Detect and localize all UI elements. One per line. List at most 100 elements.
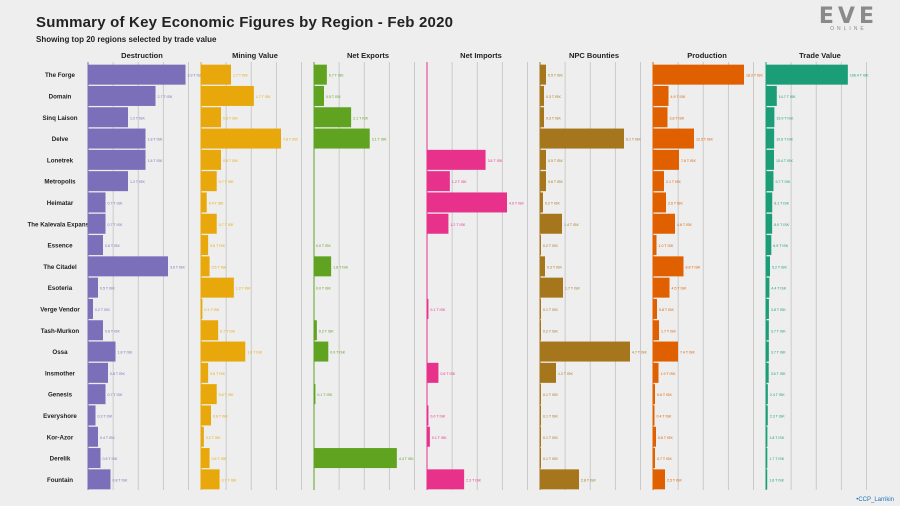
bar-trade-value <box>766 320 769 341</box>
data-label-trade-value: 8.0 T ISK <box>774 223 789 227</box>
data-label-npc-bounties: 2.8 T ISK <box>581 478 596 482</box>
bar-trade-value <box>766 149 774 170</box>
bar-trade-value <box>766 341 769 362</box>
panel-header-net-imports: Net Imports <box>460 51 502 60</box>
bar-npc-bounties <box>540 192 543 213</box>
data-label-trade-value: 6.9 T ISK <box>773 244 788 248</box>
bar-destruction <box>88 149 146 170</box>
data-label-npc-bounties: 0.1 T ISK <box>543 393 558 397</box>
data-label-production: 0.4 T ISK <box>657 414 672 418</box>
data-label-npc-bounties: 0.1 T ISK <box>543 436 558 440</box>
data-label-production: 7.6 T ISK <box>681 159 696 163</box>
bar-production <box>653 128 694 149</box>
data-label-production: 4.6 T ISK <box>677 223 692 227</box>
bar-trade-value <box>766 448 768 469</box>
data-label-mining-value: 0.7 T ISK <box>219 223 234 227</box>
bar-destruction <box>88 341 116 362</box>
bar-destruction <box>88 448 101 469</box>
panel-header-trade-value: Trade Value <box>799 51 841 60</box>
data-label-production: 0.6 T ISK <box>657 393 672 397</box>
data-label-production: 4.5 T ISK <box>672 287 687 291</box>
data-label-destruction: 0.7 T ISK <box>108 393 123 397</box>
data-label-trade-value: 4.4 T ISK <box>771 287 786 291</box>
bar-npc-bounties <box>540 128 624 149</box>
bar-net-exports <box>314 341 329 362</box>
data-label-npc-bounties: 0.3 T ISK <box>547 265 562 269</box>
bar-net-exports <box>314 320 317 341</box>
bar-trade-value <box>766 64 848 85</box>
data-label-production: 3.8 T ISK <box>670 116 685 120</box>
data-label-npc-bounties: 1.2 T ISK <box>558 372 573 376</box>
region-label: Derelik <box>50 456 71 463</box>
data-label-net-exports: 0.0 T ISK <box>316 287 331 291</box>
bar-npc-bounties <box>540 320 541 341</box>
bar-production <box>653 277 670 298</box>
bar-destruction <box>88 107 128 128</box>
region-label: Insmother <box>45 370 76 377</box>
data-label-mining-value: 7.6 T ISK <box>283 138 298 142</box>
data-label-destruction: 0.7 T ISK <box>108 223 123 227</box>
bar-mining-value <box>201 405 211 426</box>
bar-trade-value <box>766 128 775 149</box>
bar-trade-value <box>766 362 769 383</box>
data-label-mining-value: 1.7 T ISK <box>256 95 271 99</box>
data-label-npc-bounties: 1.4 T ISK <box>564 223 579 227</box>
bar-destruction <box>88 171 128 192</box>
bar-net-imports <box>427 213 449 234</box>
bar-destruction <box>88 362 108 383</box>
data-label-destruction: 1.8 T ISK <box>148 138 163 142</box>
data-label-npc-bounties: 6.1 T ISK <box>626 138 641 142</box>
bar-net-exports <box>314 384 316 405</box>
data-label-trade-value: 1.8 T ISK <box>769 436 784 440</box>
bar-mining-value <box>201 256 210 277</box>
data-label-production: 1.7 T ISK <box>661 329 676 333</box>
data-label-mining-value: 1.2 T ISK <box>236 287 251 291</box>
bar-trade-value <box>766 107 775 128</box>
data-label-mining-value: 0.7 T ISK <box>222 478 237 482</box>
data-label-net-imports: 0.1 T ISK <box>430 308 445 312</box>
data-label-production: 4.9 T ISK <box>671 95 686 99</box>
author-credit[interactable]: •CCP_Larrikin <box>856 497 894 503</box>
data-label-net-imports: 4.9 T ISK <box>509 201 524 205</box>
bar-npc-bounties <box>540 171 546 192</box>
bar-net-imports <box>427 192 507 213</box>
bar-mining-value <box>201 298 203 319</box>
region-label: Heimatar <box>47 200 74 207</box>
data-label-net-imports: 2.3 T ISK <box>466 478 481 482</box>
data-label-destruction: 3.9 T ISK <box>188 74 203 78</box>
bar-production <box>653 426 656 447</box>
panel-header-mining-value: Mining Value <box>232 51 278 60</box>
bar-net-imports <box>427 362 439 383</box>
bar-npc-bounties <box>540 85 544 106</box>
bar-npc-bounties <box>540 405 541 426</box>
region-label: Verge Vendor <box>40 306 80 313</box>
data-label-mining-value: 0.6 T ISK <box>212 457 227 461</box>
bar-destruction <box>88 384 106 405</box>
bar-npc-bounties <box>540 341 630 362</box>
bar-trade-value <box>766 384 768 405</box>
bar-npc-bounties <box>540 256 545 277</box>
bar-npc-bounties <box>540 107 544 128</box>
chart-subtitle: Showing top 20 regions selected by trade… <box>36 35 217 44</box>
bar-net-imports <box>427 469 465 490</box>
bar-mining-value <box>201 128 281 149</box>
bar-net-exports <box>314 107 352 128</box>
data-label-trade-value: 15.4 T ISK <box>776 159 793 163</box>
data-label-trade-value: 2.4 T ISK <box>770 393 785 397</box>
data-label-destruction: 0.6 T ISK <box>105 329 120 333</box>
bar-mining-value <box>201 85 254 106</box>
bar-production <box>653 107 668 128</box>
data-label-net-imports: 1.2 T ISK <box>450 223 465 227</box>
bar-mining-value <box>201 149 221 170</box>
bar-mining-value <box>201 320 219 341</box>
eve-online-logo: EVE ONLINE <box>819 4 878 32</box>
bar-production <box>653 469 665 490</box>
data-label-npc-bounties: 0.1 T ISK <box>543 308 558 312</box>
bar-mining-value <box>201 64 231 85</box>
bar-production <box>653 171 664 192</box>
bar-production <box>653 405 655 426</box>
data-label-npc-bounties: 0.5 T ISK <box>548 74 563 78</box>
data-label-trade-value: 106.4 T ISK <box>850 74 869 78</box>
bar-net-exports <box>314 448 397 469</box>
